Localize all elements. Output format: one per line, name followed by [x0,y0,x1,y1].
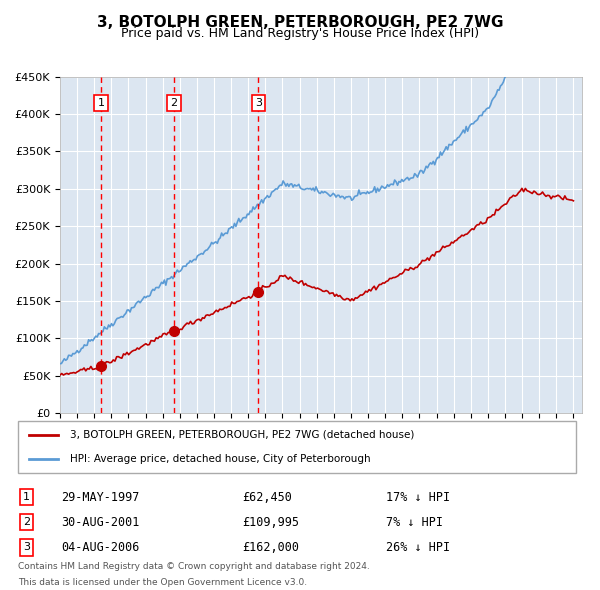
Text: £109,995: £109,995 [242,516,299,529]
Text: £62,450: £62,450 [242,490,292,504]
Text: HPI: Average price, detached house, City of Peterborough: HPI: Average price, detached house, City… [70,454,370,464]
Text: 1: 1 [98,98,105,108]
Text: 2: 2 [23,517,30,527]
Text: 7% ↓ HPI: 7% ↓ HPI [386,516,443,529]
Text: £162,000: £162,000 [242,540,299,554]
Text: Price paid vs. HM Land Registry's House Price Index (HPI): Price paid vs. HM Land Registry's House … [121,27,479,40]
FancyBboxPatch shape [18,421,577,473]
Text: 2: 2 [170,98,178,108]
Text: Contains HM Land Registry data © Crown copyright and database right 2024.: Contains HM Land Registry data © Crown c… [18,562,370,572]
Text: 3: 3 [23,542,30,552]
Text: 1: 1 [23,492,30,502]
Text: 30-AUG-2001: 30-AUG-2001 [61,516,139,529]
Text: 04-AUG-2006: 04-AUG-2006 [61,540,139,554]
Text: 29-MAY-1997: 29-MAY-1997 [61,490,139,504]
Text: 3, BOTOLPH GREEN, PETERBOROUGH, PE2 7WG: 3, BOTOLPH GREEN, PETERBOROUGH, PE2 7WG [97,15,503,30]
Text: 26% ↓ HPI: 26% ↓ HPI [386,540,451,554]
Text: 3, BOTOLPH GREEN, PETERBOROUGH, PE2 7WG (detached house): 3, BOTOLPH GREEN, PETERBOROUGH, PE2 7WG … [70,430,414,440]
Text: This data is licensed under the Open Government Licence v3.0.: This data is licensed under the Open Gov… [18,578,307,588]
Text: 17% ↓ HPI: 17% ↓ HPI [386,490,451,504]
Text: 3: 3 [255,98,262,108]
